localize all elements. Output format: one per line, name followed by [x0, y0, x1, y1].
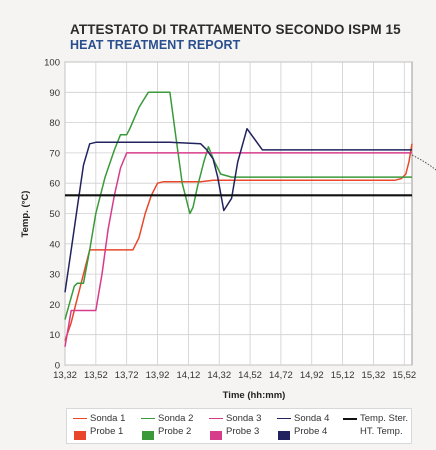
x-tick-label: 13,72 — [115, 370, 139, 381]
legend-swatch-probe-1 — [74, 431, 86, 440]
y-tick-label: 40 — [49, 239, 60, 250]
legend: Sonda 1 Probe 1 Sonda 2 Probe 2 Sonda 3 … — [66, 408, 412, 444]
y-tick-label: 90 — [49, 88, 60, 99]
series-lines — [64, 91, 413, 347]
x-tick-label: 14,52 — [238, 370, 262, 381]
series-line-3 — [64, 152, 412, 347]
x-tick-label: 13,32 — [53, 370, 77, 381]
legend-swatch-probe-3 — [210, 431, 222, 440]
legend-swatch-probe-2 — [142, 431, 154, 440]
legend-line-probe-4 — [277, 418, 291, 419]
legend-label-sonda-4: Sonda 4 — [294, 413, 330, 424]
legend-label-sonda-3: Sonda 3 — [226, 413, 262, 424]
y-axis-title: Temp. (°C) — [20, 191, 31, 238]
x-tick-label: 13,92 — [146, 370, 170, 381]
series-line-4 — [64, 127, 412, 293]
x-tick-label: 14,12 — [176, 370, 200, 381]
legend-label-probe-3: Probe 3 — [226, 426, 260, 437]
legend-label-sonda-1: Sonda 1 — [90, 413, 126, 424]
callout-leader — [411, 154, 436, 171]
legend-label-probe-1: Probe 1 — [90, 426, 124, 437]
x-tick-label: 13,52 — [84, 370, 108, 381]
x-tick-label: 15,32 — [362, 370, 386, 381]
series-line-2 — [64, 91, 412, 320]
legend-line-probe-1 — [73, 418, 87, 419]
legend-line-probe-2 — [141, 418, 155, 419]
x-tick-label: 14,92 — [300, 370, 324, 381]
y-tick-label: 60 — [49, 179, 60, 190]
legend-label-sonda-2: Sonda 2 — [158, 413, 194, 424]
y-tick-label: 100 — [44, 58, 60, 69]
legend-line-probe-3 — [209, 418, 223, 419]
legend-label-ht-temp: HT. Temp. — [360, 426, 403, 437]
x-tick-label: 14,72 — [269, 370, 293, 381]
page-subtitle: HEAT TREATMENT REPORT — [70, 38, 241, 52]
y-tick-labels: 0 10 20 30 40 50 60 70 80 90 100 — [44, 58, 60, 372]
legend-line-ht-temp — [343, 418, 357, 420]
y-tick-label: 10 — [49, 330, 60, 341]
page-title: ATTESTATO DI TRATTAMENTO SECONDO ISPM 15 — [70, 22, 401, 37]
legend-swatch-probe-4 — [278, 431, 290, 440]
x-tick-label: 15,52 — [392, 370, 416, 381]
y-tick-label: 20 — [49, 300, 60, 311]
grid-lines — [64, 61, 412, 366]
legend-label-temp-ster: Temp. Ster. — [360, 413, 409, 424]
x-axis-title: Time (hh:mm) — [223, 390, 286, 401]
series-line-1 — [64, 143, 413, 342]
legend-label-probe-4: Probe 4 — [294, 426, 328, 437]
y-tick-label: 30 — [49, 270, 60, 281]
x-tick-label: 14,32 — [207, 370, 231, 381]
x-tick-labels: 13,32 13,52 13,72 13,92 14,12 14,32 14,52 14,72… — [53, 370, 416, 381]
y-tick-label: 50 — [49, 209, 60, 220]
y-tick-label: 80 — [49, 118, 60, 129]
y-tick-label: 70 — [49, 148, 60, 159]
legend-label-probe-2: Probe 2 — [158, 426, 192, 437]
y-tick-label: 0 — [55, 361, 60, 372]
x-tick-label: 15,12 — [331, 370, 355, 381]
